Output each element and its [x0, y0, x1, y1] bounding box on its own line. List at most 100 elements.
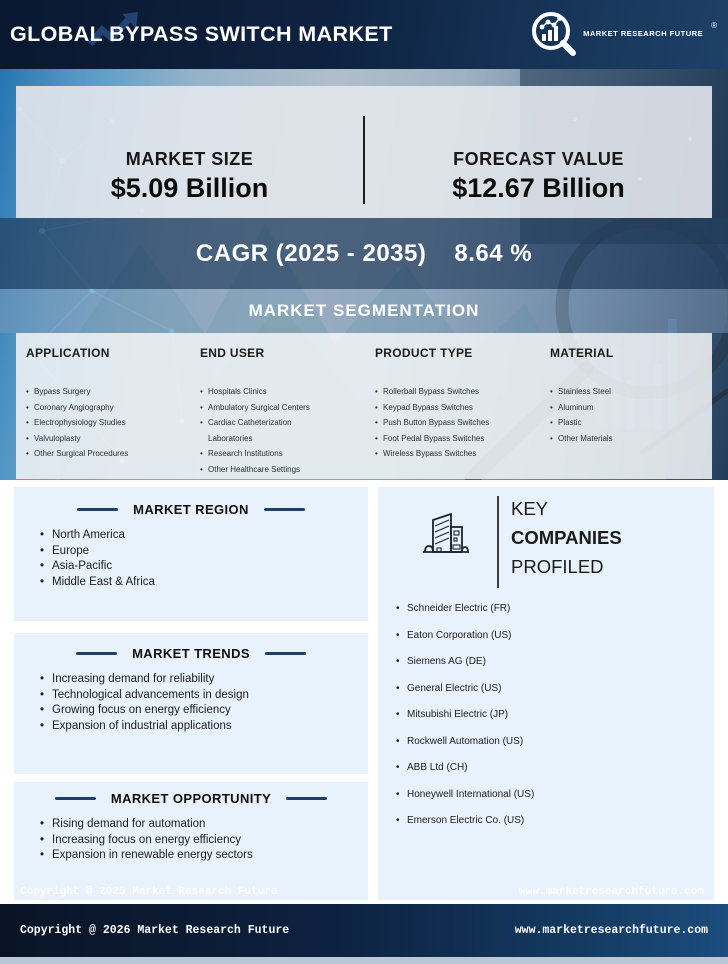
watermark-copyright: Copyright @ 2025 Market Research Future: [20, 886, 278, 898]
lower-section: MARKET REGION North AmericaEuropeAsia-Pa…: [0, 480, 728, 904]
segment-column-product-type: PRODUCT TYPE Rollerball Bypass SwitchesK…: [375, 346, 550, 479]
market-size-label: MARKET SIZE: [125, 149, 254, 169]
footer-bottom-strip: [0, 957, 728, 964]
footer-copyright: Copyright @ 2026 Market Research Future: [20, 924, 290, 937]
footer-bar: Copyright @ 2026 Market Research Future …: [0, 904, 728, 957]
page-title: GLOBAL BYPASS SWITCH MARKET: [10, 22, 393, 46]
list-item: Schneider Electric (FR): [396, 604, 534, 614]
list-item: North America: [40, 528, 368, 544]
list-item: Aluminum: [550, 400, 688, 416]
list-item: Foot Pedal Bypass Switches: [375, 431, 513, 447]
hero-background: MARKET SIZE $5.09 Billion FORECAST VALUE…: [0, 69, 728, 480]
list-item: Increasing focus on energy efficiency: [40, 833, 368, 849]
market-size-value: $5.09 Billion: [110, 173, 269, 203]
segmentation-title: MARKET SEGMENTATION: [248, 301, 480, 320]
list-item: Eaton Corporation (US): [396, 630, 534, 641]
title-dash: [263, 508, 305, 511]
market-region-title: MARKET REGION: [133, 502, 249, 517]
market-trends-card: MARKET TRENDS Increasing demand for reli…: [14, 633, 368, 774]
segment-list: Rollerball Bypass SwitchesKeypad Bypass …: [375, 384, 550, 462]
cagr-band: CAGR (2025 - 2035) 8.64 %: [0, 218, 728, 289]
list-item: Other Healthcare Settings: [200, 462, 338, 478]
segment-column-header: MATERIAL: [550, 346, 614, 360]
list-item: Other Materials: [550, 431, 688, 447]
list-item: Emerson Electric Co. (US): [396, 816, 534, 826]
list-item: Wireless Bypass Switches: [375, 446, 513, 462]
list-item: General Electric (US): [396, 683, 534, 694]
list-item: Rising demand for automation: [40, 817, 368, 833]
segment-list: Stainless SteelAluminumPlasticOther Mate…: [550, 384, 712, 446]
footer-website-link[interactable]: www.marketresearchfuture.com: [514, 924, 708, 937]
watermark-website: www.marketresearchfuture.com: [519, 886, 704, 898]
segmentation-title-band: MARKET SEGMENTATION: [0, 289, 728, 333]
market-size-block: MARKET SIZE $5.09 Billion: [16, 86, 363, 218]
list-item: Honeywell International (US): [396, 789, 534, 800]
key-companies-header: KEY COMPANIES PROFILED: [378, 487, 714, 607]
list-item: Research Institutions: [200, 446, 338, 462]
title-dash: [76, 652, 118, 655]
list-item: Growing focus on energy efficiency: [40, 703, 368, 719]
list-item: ABB Ltd (CH): [396, 763, 534, 773]
market-region-card: MARKET REGION North AmericaEuropeAsia-Pa…: [14, 487, 368, 621]
forecast-value-value: $12.67 Billion: [452, 173, 625, 203]
market-opportunity-title: MARKET OPPORTUNITY: [110, 791, 272, 806]
segment-list: Bypass SurgeryCoronary AngiographyElectr…: [26, 384, 200, 462]
title-dash: [286, 797, 328, 800]
segmentation-panel: APPLICATION Bypass SurgeryCoronary Angio…: [16, 333, 712, 479]
stats-divider: [363, 116, 365, 204]
list-item: Cardiac Catheterization Laboratories: [200, 415, 338, 446]
market-stats-panel: MARKET SIZE $5.09 Billion FORECAST VALUE…: [16, 86, 712, 218]
market-opportunity-list: Rising demand for automationIncreasing f…: [14, 817, 368, 864]
list-item: Increasing demand for reliability: [40, 672, 368, 688]
title-word-key: KEY: [511, 498, 549, 519]
brand-logo: MARKET RESEARCH FUTURE ®: [529, 10, 717, 57]
list-item: Expansion in renewable energy sectors: [40, 848, 368, 864]
list-item: Coronary Angiography: [26, 400, 164, 416]
magnifier-chart-icon: [529, 10, 577, 57]
list-item: Push Button Bypass Switches: [375, 415, 513, 431]
title-word-profiled: PROFILED: [511, 556, 604, 577]
list-item: Europe: [40, 544, 368, 560]
key-companies-title: KEY COMPANIES PROFILED: [511, 494, 622, 581]
list-item: Stainless Steel: [550, 384, 688, 400]
registered-mark: ®: [711, 21, 717, 30]
list-item: Asia-Pacific: [40, 559, 368, 575]
list-item: Rockwell Automation (US): [396, 736, 534, 747]
list-item: Siemens AG (DE): [396, 657, 534, 667]
forecast-value-label: FORECAST VALUE: [453, 149, 624, 169]
segment-column-header: END USER: [200, 346, 265, 360]
segment-column-header: PRODUCT TYPE: [375, 346, 473, 360]
vertical-divider: [497, 496, 499, 588]
list-item: Electrophysiology Studies: [26, 415, 164, 431]
title-dash: [264, 652, 306, 655]
building-icon: [420, 507, 472, 559]
list-item: Mitsubishi Electric (JP): [396, 710, 534, 720]
list-item: Technological advancements in design: [40, 688, 368, 704]
cagr-value: 8.64 %: [454, 239, 533, 267]
title-dash: [54, 797, 96, 800]
list-item: Other Surgical Procedures: [26, 446, 164, 462]
key-companies-card: KEY COMPANIES PROFILED Schneider Electri…: [378, 487, 714, 900]
list-item: Expansion of industrial applications: [40, 719, 368, 735]
cagr-label: CAGR (2025 - 2035): [195, 239, 427, 267]
market-opportunity-card: MARKET OPPORTUNITY Rising demand for aut…: [14, 782, 368, 900]
list-item: Valvuloplasty: [26, 431, 164, 447]
segment-column-material: MATERIAL Stainless SteelAluminumPlasticO…: [550, 346, 712, 479]
trend-arrow-icon: [88, 12, 140, 48]
segment-column-end-user: END USER Hospitals ClinicsAmbulatory Sur…: [200, 346, 375, 479]
segment-list: Hospitals ClinicsAmbulatory Surgical Cen…: [200, 384, 375, 478]
segment-column-header: APPLICATION: [26, 346, 110, 360]
list-item: Plastic: [550, 415, 688, 431]
companies-list: Schneider Electric (FR) Eaton Corporation…: [396, 604, 534, 843]
list-item: Hospitals Clinics: [200, 384, 338, 400]
title-word-companies: COMPANIES: [511, 527, 622, 548]
list-item: Ambulatory Surgical Centers: [200, 400, 338, 416]
list-item: Bypass Surgery: [26, 384, 164, 400]
title-dash: [77, 508, 119, 511]
brand-name: MARKET RESEARCH FUTURE: [583, 29, 704, 38]
market-trends-list: Increasing demand for reliabilityTechnol…: [14, 672, 368, 734]
list-item: Middle East & Africa: [40, 575, 368, 591]
market-region-list: North AmericaEuropeAsia-PacificMiddle Ea…: [14, 528, 368, 590]
header-bar: GLOBAL BYPASS SWITCH MARKET MARKET RESEA…: [0, 0, 728, 69]
forecast-value-block: FORECAST VALUE $12.67 Billion: [365, 86, 712, 218]
